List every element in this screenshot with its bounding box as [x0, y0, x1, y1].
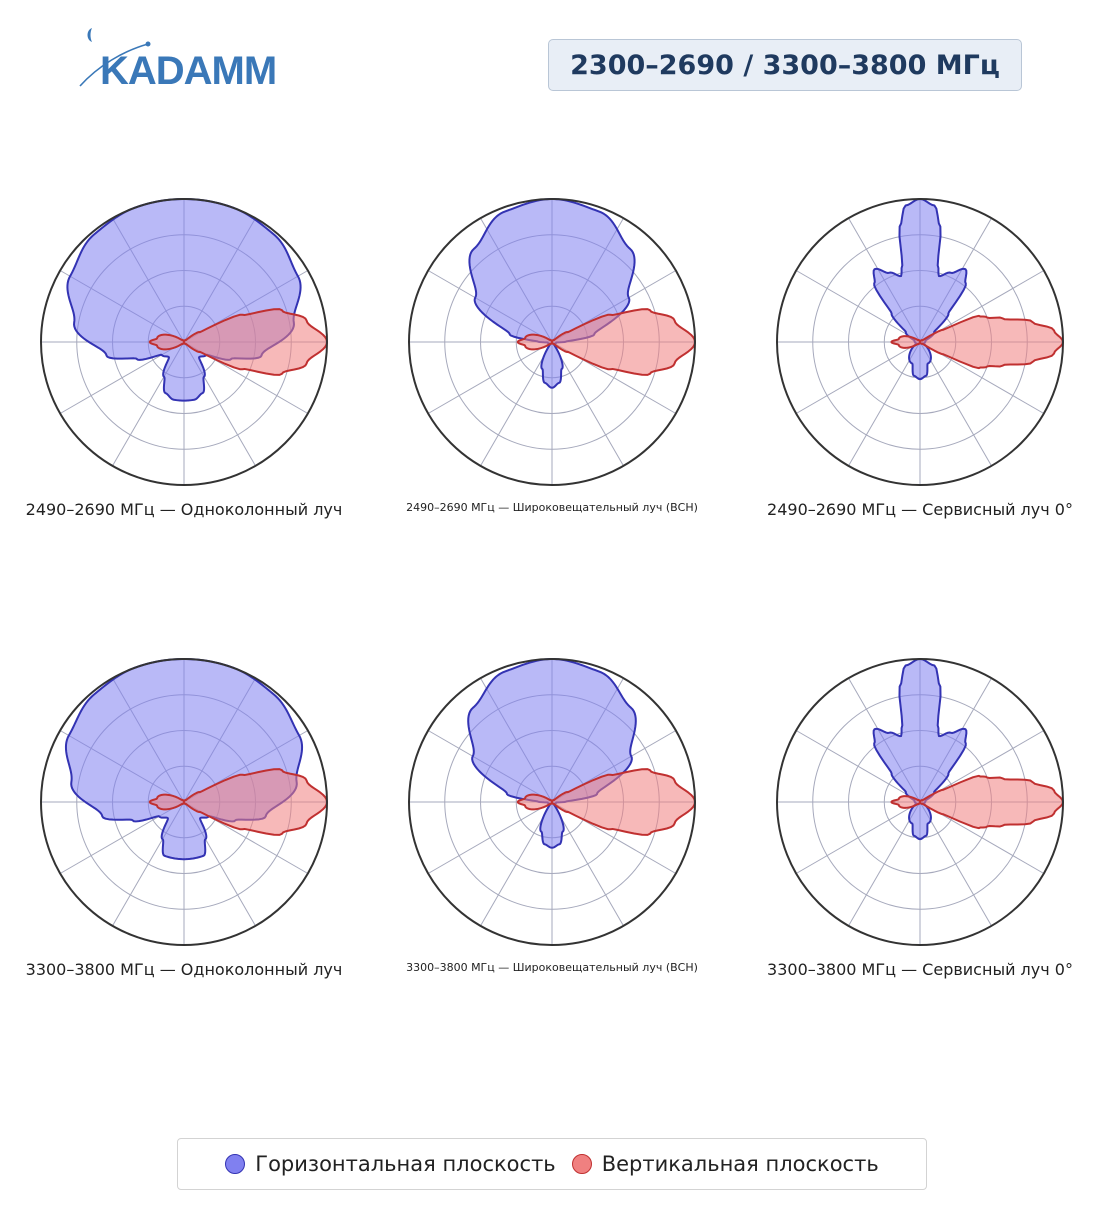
- grid-spoke-210: [848, 801, 921, 927]
- grid-spoke-210: [480, 341, 553, 467]
- polar-chart-4: [38, 656, 330, 948]
- legend-item-vertical: Вертикальная плоскость: [571, 1152, 879, 1176]
- grid-spoke-240: [795, 341, 921, 414]
- horizontal-pattern: [467, 658, 637, 849]
- chart-title-5: 3300–3800 МГц — Широковещательный луч (В…: [406, 961, 698, 974]
- legend-item-horizontal: Горизонтальная плоскость: [225, 1152, 556, 1176]
- vertical-pattern: [890, 314, 1064, 370]
- polar-chart-2: [406, 196, 698, 488]
- vertical-pattern: [148, 308, 328, 376]
- polar-plot-6: [776, 658, 1064, 946]
- grid-spoke-150: [919, 801, 992, 927]
- chart-title-6: 3300–3800 МГц — Сервисный луч 0°: [767, 960, 1073, 979]
- brand-logo: KADAMM: [78, 26, 288, 93]
- grid-spoke-150: [551, 341, 624, 467]
- logo-swoosh: [79, 43, 149, 87]
- grid-spoke-150: [551, 801, 624, 927]
- polar-chart-6: [774, 656, 1066, 948]
- polar-frame: [776, 198, 1064, 486]
- polar-frame: [40, 658, 328, 946]
- horizontal-pattern: [468, 198, 636, 389]
- grid-spoke-240: [427, 801, 553, 874]
- polar-frame: [408, 658, 696, 946]
- legend-label-vertical: Вертикальная плоскость: [601, 1152, 879, 1176]
- chart-title-1: 2490–2690 МГц — Одноколонный луч: [25, 500, 343, 519]
- chart-title-4: 3300–3800 МГц — Одноколонный луч: [25, 960, 343, 979]
- polar-plot-1: [40, 198, 328, 486]
- legend-label-horizontal: Горизонтальная плоскость: [255, 1152, 556, 1176]
- vertical-pattern: [148, 768, 328, 836]
- chart-title-2: 2490–2690 МГц — Широковещательный луч (В…: [406, 501, 698, 514]
- grid-spoke-210: [848, 341, 921, 467]
- polar-frame: [776, 658, 1064, 946]
- polar-plot-3: [776, 198, 1064, 486]
- frequency-band-label: 2300–2690 / 3300–3800 МГц: [570, 49, 1000, 81]
- legend-swatch-vertical: [571, 1154, 592, 1174]
- logo-flame: [87, 28, 92, 42]
- polar-chart-3: [774, 196, 1066, 488]
- vertical-pattern: [516, 768, 696, 836]
- grid-spoke-300: [795, 270, 921, 343]
- legend-swatch-horizontal: [225, 1154, 246, 1174]
- polar-plot-5: [408, 658, 696, 946]
- grid-spoke-240: [795, 801, 921, 874]
- grid-spoke-240: [427, 341, 553, 414]
- grid-spoke-300: [795, 730, 921, 803]
- polar-plot-2: [408, 198, 696, 486]
- grid-spoke-210: [480, 801, 553, 927]
- vertical-pattern: [516, 308, 696, 376]
- polar-chart-5: [406, 656, 698, 948]
- logo-mark-icon: KADAMM: [79, 28, 277, 93]
- chart-legend: Горизонтальная плоскость Вертикальная пл…: [177, 1138, 927, 1190]
- polar-plot-4: [40, 658, 328, 946]
- polar-chart-1: [38, 196, 330, 488]
- frequency-band-badge: 2300–2690 / 3300–3800 МГц: [548, 39, 1022, 91]
- chart-title-3: 2490–2690 МГц — Сервисный луч 0°: [767, 500, 1073, 519]
- polar-frame: [40, 198, 328, 486]
- grid-spoke-150: [919, 341, 992, 467]
- logo-dot: [145, 41, 151, 47]
- logo-text: KADAMM: [100, 49, 276, 90]
- polar-frame: [408, 198, 696, 486]
- vertical-pattern: [890, 774, 1064, 830]
